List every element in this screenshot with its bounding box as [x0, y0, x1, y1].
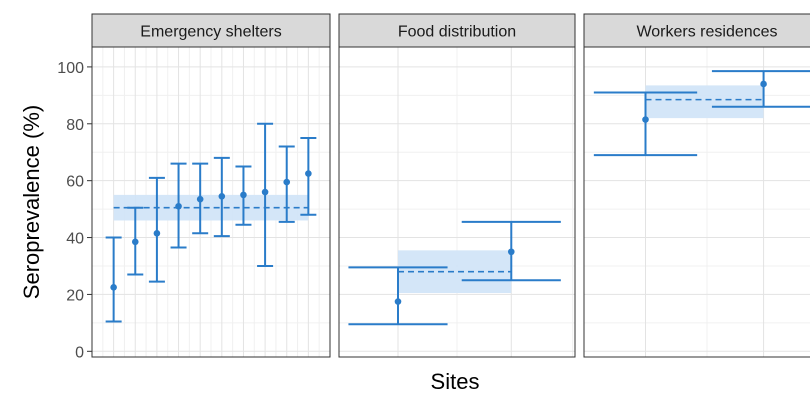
facet-strip [91, 13, 331, 48]
data-point [153, 229, 161, 237]
data-point [283, 178, 291, 186]
facet-strip [338, 13, 576, 48]
data-point [196, 195, 204, 203]
data-point [110, 284, 117, 291]
x-axis-label: Sites [431, 369, 480, 394]
facet-label: Workers residences [636, 24, 777, 41]
y-tick-label: 60 [66, 174, 84, 191]
data-point [261, 188, 269, 196]
data-point [305, 170, 312, 177]
data-point [175, 202, 182, 210]
data-point [507, 248, 515, 256]
y-axis-label: Seroprevalence (%) [19, 105, 44, 299]
data-point [642, 116, 649, 123]
data-point [760, 80, 767, 88]
pooled-ci-band [398, 250, 512, 294]
facet-label: Food distribution [398, 24, 516, 41]
facet-label: Emergency shelters [140, 24, 281, 41]
data-point [394, 298, 402, 305]
data-point [240, 191, 247, 199]
pooled-ci-band [645, 85, 764, 119]
data-point [218, 193, 226, 200]
y-tick-label: 0 [75, 344, 84, 361]
panel-1: Emergency shelters [91, 13, 331, 358]
panel-2: Food distribution [338, 13, 576, 358]
y-tick-label: 80 [66, 117, 84, 134]
panel-3: Workers residences [583, 13, 810, 358]
y-tick-label: 40 [66, 231, 84, 248]
y-tick-label: 20 [66, 287, 84, 304]
facet-strip [583, 13, 810, 48]
data-point [131, 238, 139, 246]
y-tick-label: 100 [57, 60, 84, 77]
